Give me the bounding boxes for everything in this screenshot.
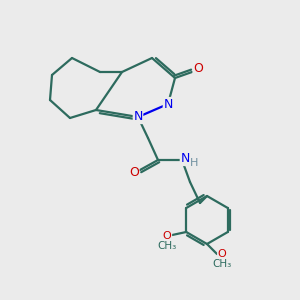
Text: O: O bbox=[163, 231, 172, 241]
Text: N: N bbox=[163, 98, 173, 110]
Text: O: O bbox=[193, 62, 203, 76]
Text: H: H bbox=[190, 158, 198, 168]
Text: CH₃: CH₃ bbox=[158, 241, 177, 251]
Text: O: O bbox=[129, 167, 139, 179]
Text: N: N bbox=[133, 110, 143, 124]
Text: N: N bbox=[180, 152, 190, 166]
Text: O: O bbox=[218, 249, 226, 259]
Text: CH₃: CH₃ bbox=[212, 259, 232, 269]
